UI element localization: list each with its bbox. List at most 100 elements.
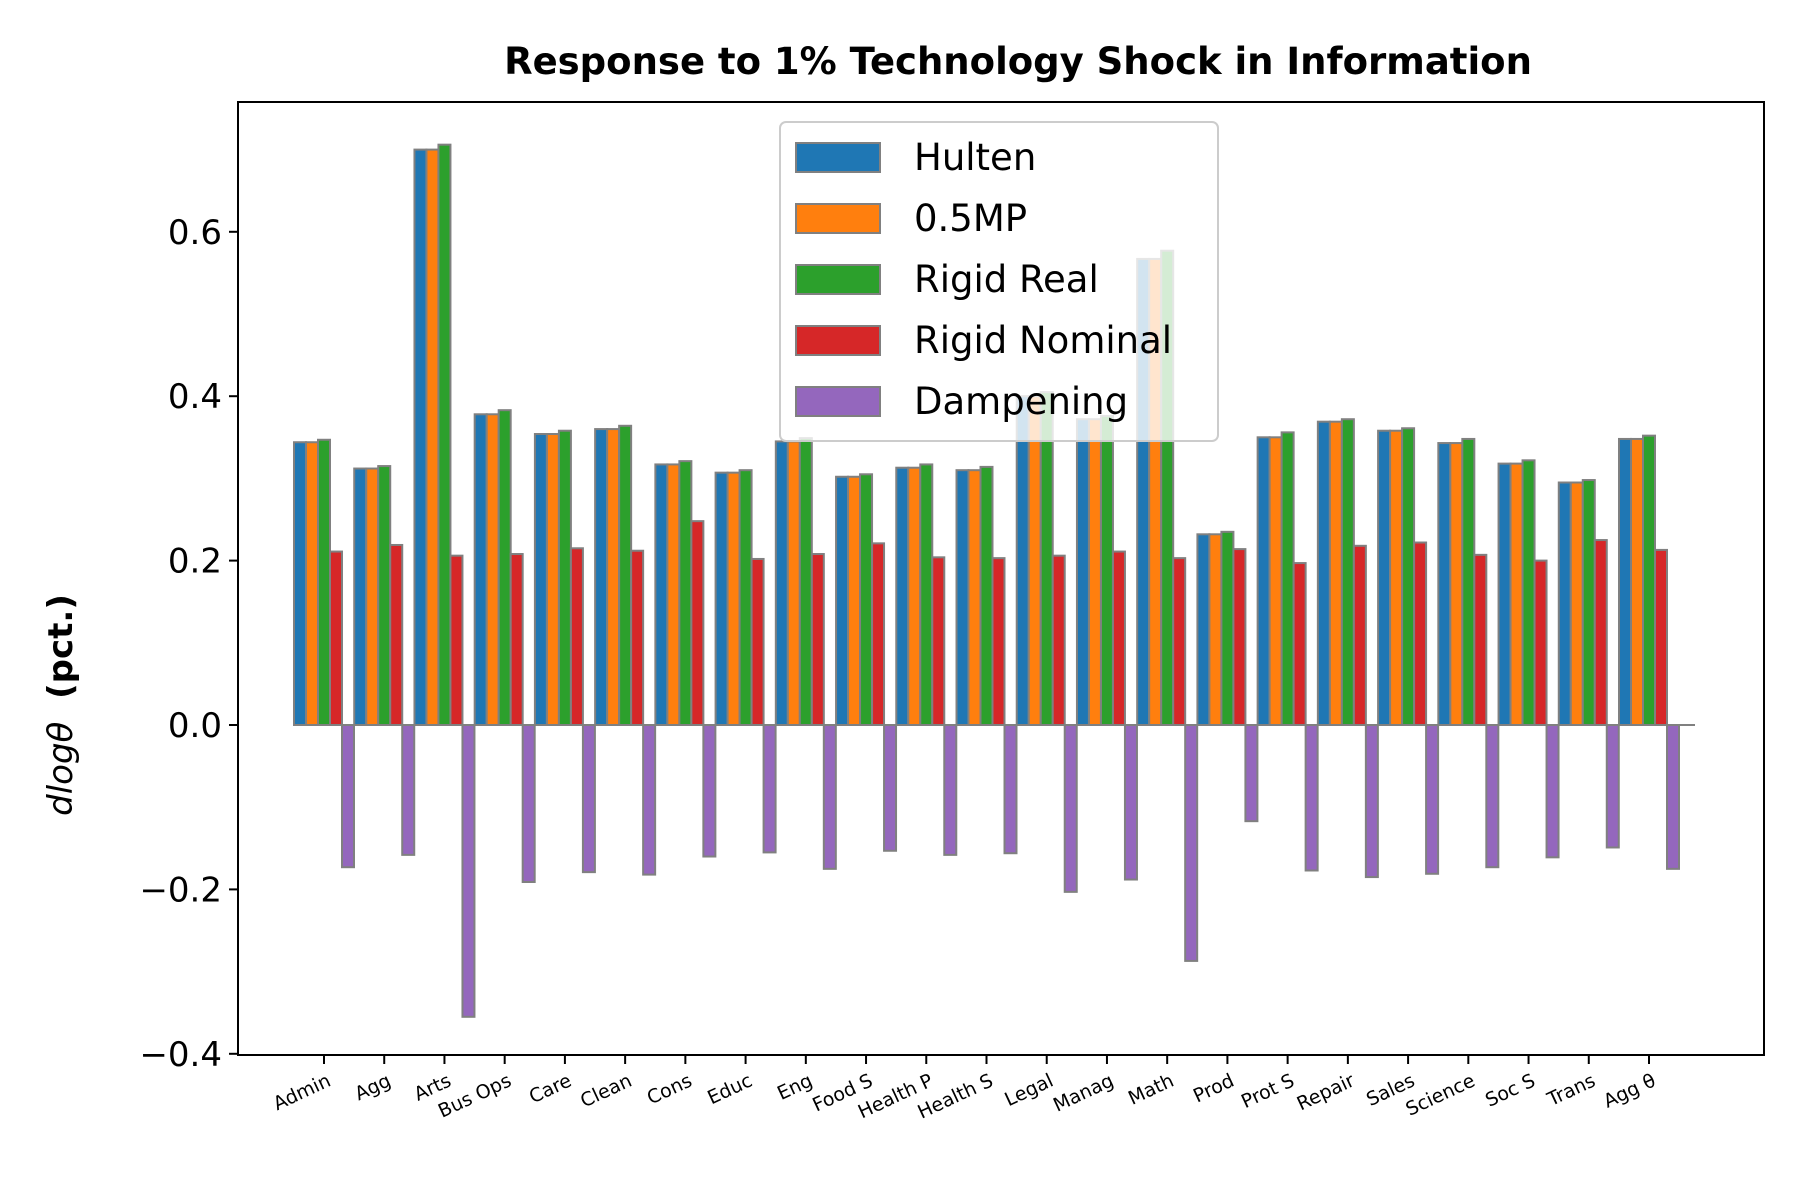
bar-group-agg	[1618, 434, 1680, 870]
bar-rigid-nominal-arts	[449, 554, 464, 727]
bar-rigid-real-clean	[618, 424, 633, 726]
bar-dampening-math	[1184, 724, 1199, 962]
bar-hulten-eng	[774, 440, 789, 726]
bar-dampening-prot-s	[1304, 724, 1319, 872]
y-tick-label: 0.0	[168, 706, 222, 746]
bar-hulten-care	[533, 433, 548, 726]
bar-rigid-nominal-clean	[630, 549, 645, 727]
bar-hulten-food-s	[835, 475, 850, 727]
axes-frame	[237, 101, 1765, 1056]
chart-title: Response to 1% Technology Shock in Infor…	[504, 40, 1532, 83]
legend-swatch-rigid-nominal	[795, 325, 881, 356]
bar-hulten-agg	[1618, 437, 1632, 726]
bar-group-trans	[1557, 479, 1620, 849]
bar-rigid-nominal-sales	[1413, 541, 1428, 726]
legend-label-0-5mp: 0.5MP	[914, 197, 1027, 240]
bar-rigid-nominal-soc-s	[1533, 559, 1548, 726]
bar-0-5mp-arts	[425, 148, 440, 727]
bar-rigid-real-sales	[1401, 427, 1416, 726]
legend-box	[779, 121, 1219, 442]
bar-rigid-nominal-health-s	[991, 557, 1006, 726]
bar-rigid-nominal-trans	[1593, 539, 1608, 726]
bar-rigid-nominal-care	[569, 547, 584, 727]
bar-hulten-bus-ops	[473, 413, 488, 726]
legend: Hulten 0.5MP Rigid Real Rigid Nominal Dampen…	[779, 121, 1219, 442]
legend-label-hulten: Hulten	[914, 136, 1036, 179]
bar-rigid-real-cons	[678, 460, 693, 726]
bar-0-5mp-educ	[726, 471, 741, 726]
bar-rigid-real-prod	[1220, 530, 1235, 727]
bar-rigid-real-manag	[1099, 414, 1114, 726]
bar-group-health-p	[895, 463, 958, 856]
bar-hulten-clean	[594, 428, 609, 726]
bar-dampening-manag	[1123, 724, 1138, 881]
bar-rigid-real-health-p	[919, 463, 934, 726]
bar-rigid-nominal-bus-ops	[509, 553, 524, 726]
bar-hulten-manag	[1075, 418, 1090, 726]
bar-hulten-prod	[1196, 533, 1211, 727]
bar-rigid-real-admin	[317, 438, 331, 726]
bar-rigid-real-food-s	[859, 473, 874, 727]
bar-dampening-prod	[1244, 724, 1259, 823]
bar-dampening-soc-s	[1545, 724, 1560, 859]
bar-rigid-nominal-manag	[1111, 550, 1126, 726]
bar-rigid-real-eng	[798, 437, 813, 726]
bar-rigid-nominal-agg	[389, 543, 404, 726]
bar-rigid-nominal-repair	[1352, 544, 1367, 727]
legend-label-dampening: Dampening	[914, 380, 1128, 423]
bar-dampening-legal	[1063, 724, 1078, 893]
legend-label-rigid-nominal: Rigid Nominal	[914, 319, 1172, 362]
bar-0-5mp-agg	[365, 467, 380, 726]
bar-rigid-nominal-admin	[329, 550, 343, 726]
bar-0-5mp-care	[545, 433, 560, 726]
bar-rigid-nominal-math	[1172, 557, 1187, 726]
bar-0-5mp-trans	[1569, 481, 1584, 727]
bar-0-5mp-repair	[1328, 420, 1343, 726]
bar-rigid-nominal-health-p	[931, 556, 946, 727]
bar-0-5mp-manag	[1087, 418, 1102, 726]
bar-dampening-arts	[461, 724, 476, 1018]
bar-hulten-prot-s	[1256, 436, 1271, 726]
bar-dampening-agg	[401, 724, 416, 856]
bar-0-5mp-health-p	[907, 466, 922, 726]
bar-dampening-repair	[1364, 724, 1379, 879]
y-axis-label-math: dlogθ	[41, 721, 81, 815]
bar-hulten-educ	[714, 471, 729, 726]
bar-rigid-nominal-legal	[1051, 554, 1066, 727]
bar-dampening-clean	[642, 724, 657, 876]
bar-0-5mp-bus-ops	[485, 413, 500, 726]
bar-group-clean	[594, 424, 657, 876]
legend-swatch-0-5mp	[795, 203, 881, 234]
bar-rigid-real-educ	[738, 469, 753, 726]
bar-rigid-real-prot-s	[1280, 431, 1295, 726]
bar-hulten-agg	[353, 467, 368, 726]
bar-dampening-bus-ops	[521, 724, 536, 884]
bar-dampening-cons	[702, 724, 717, 858]
bar-0-5mp-cons	[666, 463, 681, 726]
bar-hulten-trans	[1557, 481, 1572, 727]
bar-rigid-real-repair	[1340, 418, 1355, 726]
bar-hulten-health-p	[895, 466, 910, 726]
legend-swatch-hulten	[795, 142, 881, 173]
bar-rigid-real-agg	[1642, 434, 1656, 726]
bar-0-5mp-eng	[786, 440, 801, 726]
bar-group-admin	[293, 438, 355, 869]
bar-0-5mp-prot-s	[1268, 436, 1283, 726]
bar-rigid-real-trans	[1581, 479, 1596, 726]
bar-0-5mp-food-s	[847, 475, 862, 727]
bar-group-manag	[1075, 414, 1138, 881]
bar-rigid-real-science	[1461, 437, 1476, 726]
bar-dampening-health-s	[1003, 724, 1018, 855]
bar-group-agg	[353, 465, 416, 856]
bar-rigid-real-agg	[377, 465, 392, 726]
bar-rigid-nominal-prod	[1232, 548, 1247, 726]
y-tick-label: −0.2	[139, 870, 222, 910]
bar-dampening-agg	[1666, 724, 1680, 870]
bar-rigid-real-legal	[1039, 391, 1054, 726]
bar-dampening-care	[581, 724, 596, 874]
bar-0-5mp-soc-s	[1509, 462, 1524, 726]
bar-dampening-trans	[1605, 724, 1620, 849]
bar-hulten-sales	[1377, 429, 1392, 726]
bar-0-5mp-clean	[606, 428, 621, 726]
